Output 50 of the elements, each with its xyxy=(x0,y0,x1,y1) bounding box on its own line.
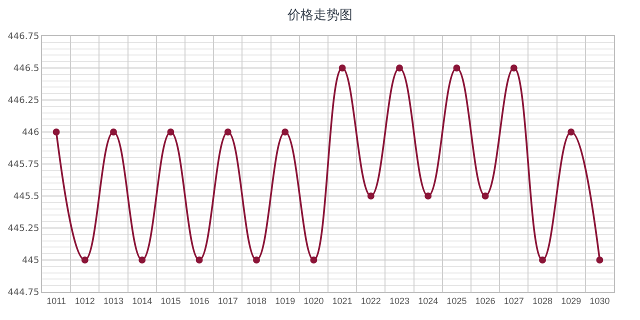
x-tick-label: 1020 xyxy=(304,296,324,306)
point xyxy=(81,256,88,264)
x-tick-label: 1024 xyxy=(418,296,438,306)
point xyxy=(282,128,289,136)
x-tick-label: 1012 xyxy=(74,296,95,306)
point xyxy=(138,256,146,264)
x-tick-label: 1026 xyxy=(475,296,496,306)
point xyxy=(367,192,374,200)
chart-title: 价格走势图 xyxy=(286,8,352,23)
x-tick-label: 1027 xyxy=(504,296,524,306)
point xyxy=(167,128,174,136)
x-tick-label: 1017 xyxy=(218,296,238,306)
point xyxy=(338,64,346,72)
point xyxy=(568,128,575,136)
x-tick-label: 1029 xyxy=(561,296,582,306)
x-tick-label: 1028 xyxy=(532,296,553,306)
point xyxy=(453,64,460,72)
x-tick-label: 1018 xyxy=(246,296,267,306)
point xyxy=(196,256,203,264)
y-tick-label: 445 xyxy=(22,256,40,266)
y-tick-label: 446.75 xyxy=(8,32,40,42)
x-tick-label: 1016 xyxy=(189,296,210,306)
point xyxy=(310,256,318,264)
x-tick-label: 1011 xyxy=(46,296,66,306)
point xyxy=(52,128,60,136)
x-tick-label: 1030 xyxy=(590,296,610,306)
y-tick-label: 446.25 xyxy=(8,96,40,106)
x-tick-label: 1015 xyxy=(160,296,181,306)
point xyxy=(396,64,403,72)
y-tick-label: 444.75 xyxy=(8,288,40,298)
x-tick-label: 1021 xyxy=(332,296,352,306)
point xyxy=(510,64,518,72)
point xyxy=(424,192,432,200)
x-tick-label: 1014 xyxy=(132,296,152,306)
point xyxy=(110,128,117,136)
y-tick-label: 446 xyxy=(22,128,40,138)
y-tick-label: 445.75 xyxy=(8,160,40,170)
point xyxy=(224,128,232,136)
x-tick-label: 1025 xyxy=(446,296,467,306)
y-tick-label: 445.5 xyxy=(13,192,40,202)
x-tick-label: 1022 xyxy=(360,296,381,306)
point xyxy=(482,192,489,200)
x-tick-label: 1023 xyxy=(389,296,410,306)
point xyxy=(596,256,604,264)
x-tick-label: 1019 xyxy=(275,296,296,306)
y-tick-label: 446.5 xyxy=(13,64,40,74)
point xyxy=(253,256,260,264)
y-tick-label: 445.25 xyxy=(8,224,40,234)
x-tick-label: 1013 xyxy=(103,296,124,306)
point xyxy=(539,256,546,264)
